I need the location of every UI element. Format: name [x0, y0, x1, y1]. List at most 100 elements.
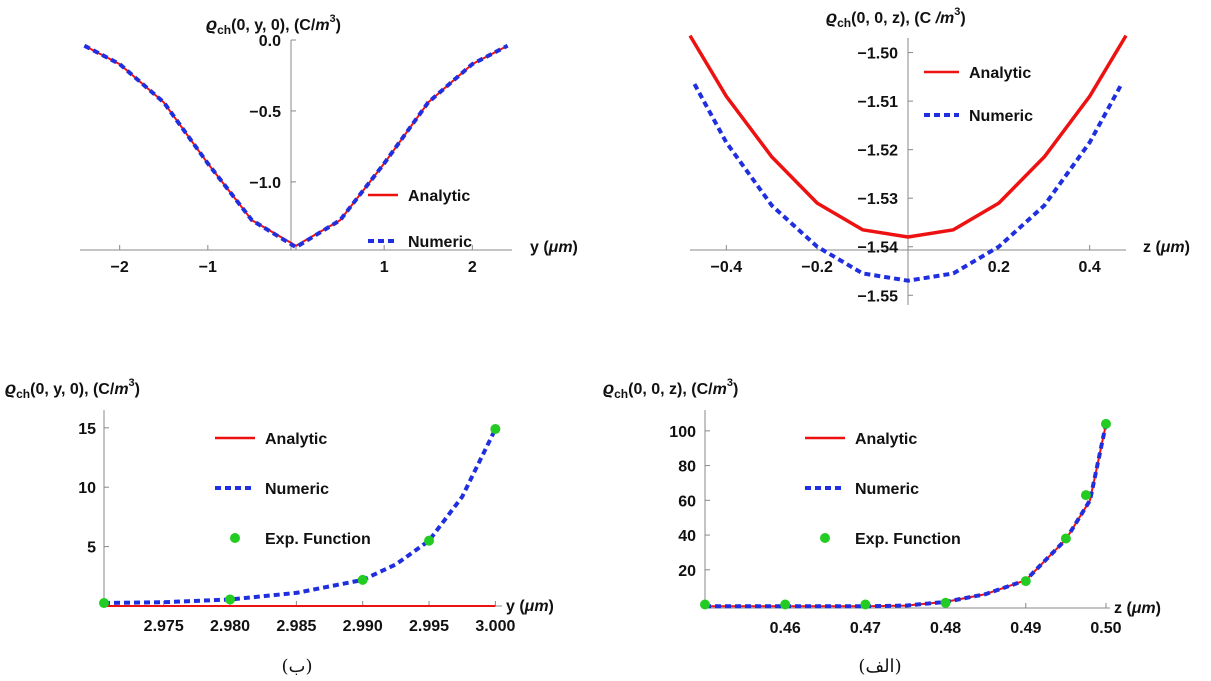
- plot-area: [688, 34, 1128, 283]
- x-tick-label: 0.2: [988, 259, 1010, 276]
- x-tick-label: 2.975: [144, 618, 184, 635]
- legend: Analytic Numeric: [368, 188, 472, 251]
- series-numeric-line: [705, 423, 1108, 609]
- y-label-unit: m: [114, 381, 128, 398]
- y-label-unit: m: [713, 381, 727, 398]
- y-label-close: ): [960, 10, 965, 27]
- y-label-subscript: ch: [16, 387, 30, 401]
- x-axis-label: y (μm): [530, 239, 578, 256]
- series-numeric-line: [83, 43, 509, 250]
- legend-label-numeric: Numeric: [265, 481, 329, 498]
- y-tick-label: 0.0: [259, 33, 281, 50]
- series-exp-function: [99, 424, 501, 609]
- y-tick-label: 20: [678, 563, 696, 580]
- plot-area: [700, 418, 1111, 610]
- y-label-symbol: ϱ: [206, 14, 217, 34]
- x-label-var: z (: [1114, 600, 1132, 617]
- legend: Analytic Numeric Exp. Function: [805, 431, 961, 548]
- y-axis-label: ϱch(0, y, 0), (C/m3): [5, 377, 140, 401]
- caption-left: (ب): [281, 656, 312, 677]
- series-analytic-line: [83, 44, 509, 247]
- x-axis-label: z (μm): [1143, 239, 1190, 256]
- x-tick-label: 0.46: [770, 620, 801, 637]
- y-label-close: ): [336, 17, 341, 34]
- y-tick-label: 5: [87, 540, 96, 557]
- x-label-close: ): [549, 598, 554, 615]
- y-label-symbol: ϱ: [826, 7, 837, 27]
- x-tick-label: −0.4: [711, 259, 743, 276]
- series-numeric-line: [692, 83, 1124, 283]
- y-tick-label: 15: [78, 421, 96, 438]
- x-tick-label: 0.48: [930, 620, 961, 637]
- y-tick-label: −1.54: [858, 240, 899, 257]
- x-tick-label: 0.49: [1010, 620, 1041, 637]
- legend-label-numeric: Numeric: [855, 481, 919, 498]
- caption-right: (الف): [858, 656, 901, 677]
- legend-swatch-exp-function: [230, 533, 240, 543]
- axes: 0.46 0.47 0.48 0.49 0.50 20 40 60 80 100: [669, 410, 1122, 637]
- y-label-subscript: ch: [837, 16, 851, 30]
- y-label-exponent: 3: [129, 377, 135, 389]
- x-tick-label: 2.980: [210, 618, 250, 635]
- legend-label-analytic: Analytic: [265, 431, 327, 448]
- chart-bottom-right: 0.46 0.47 0.48 0.49 0.50 20 40 60 80 100 ϱch(0, 0,…: [603, 377, 1161, 637]
- x-label-unit: μm: [1160, 239, 1185, 256]
- legend-label-analytic: Analytic: [969, 65, 1031, 82]
- y-label-args: (0, 0, z), (C/: [628, 381, 713, 398]
- x-tick-label: 2: [468, 259, 477, 276]
- y-tick-label: −1.53: [858, 191, 899, 208]
- legend-label-numeric: Numeric: [969, 108, 1033, 125]
- series-analytic-line: [705, 423, 1107, 608]
- legend-label-exp-function: Exp. Function: [855, 531, 961, 548]
- legend-swatch-exp-function: [820, 533, 830, 543]
- y-tick-label: −1.55: [858, 288, 899, 305]
- x-label-close: ): [1185, 239, 1190, 256]
- exp-function-point: [424, 535, 435, 546]
- x-label-var: y (: [506, 598, 525, 615]
- x-tick-label: 2.995: [409, 618, 449, 635]
- series-analytic-line: [688, 34, 1128, 239]
- x-label-unit: μm: [524, 598, 549, 615]
- x-tick-label: −1: [199, 259, 217, 276]
- plot-area: [83, 43, 509, 250]
- y-axis-label: ϱch(0, 0, z), (C/m3): [603, 377, 738, 401]
- y-tick-label: 100: [669, 424, 696, 441]
- x-label-close: ): [573, 239, 578, 256]
- exp-function-point: [357, 574, 368, 585]
- y-label-subscript: ch: [217, 23, 231, 37]
- y-tick-label: −1.0: [249, 175, 281, 192]
- legend-label-analytic: Analytic: [855, 431, 917, 448]
- exp-function-point: [940, 597, 951, 608]
- y-label-args: (0, 0, z), (C: [851, 10, 931, 27]
- exp-function-point: [1060, 533, 1071, 544]
- x-tick-label: 3.000: [475, 618, 515, 635]
- x-axis-label: z (μm): [1114, 600, 1161, 617]
- x-label-var: y (: [530, 239, 549, 256]
- y-tick-label: −1.50: [858, 46, 899, 63]
- x-label-close: ): [1156, 600, 1161, 617]
- exp-function-point: [225, 594, 236, 605]
- x-tick-label: 1: [380, 259, 389, 276]
- y-axis-label: ϱch(0, 0, z), (C /m3): [826, 6, 966, 30]
- x-axis-label: y (μm): [506, 598, 554, 615]
- exp-function-point: [490, 424, 501, 435]
- y-label-unit: m: [315, 17, 329, 34]
- exp-function-point: [1100, 418, 1111, 429]
- x-label-unit: μm: [1131, 600, 1156, 617]
- y-label-exponent: 3: [954, 6, 960, 18]
- chart-top-right: −0.4 −0.2 0.2 0.4 −1.50 −1.51 −1.52 −1.53 −1.54 −…: [688, 6, 1190, 305]
- y-axis-label: ϱch(0, y, 0), (C/m3): [206, 13, 341, 37]
- y-label-args: (0, y, 0), (C/: [30, 381, 115, 398]
- exp-function-point: [780, 599, 791, 610]
- legend: Analytic Numeric: [924, 65, 1033, 125]
- y-label-exponent: 3: [330, 13, 336, 25]
- axes: −0.4 −0.2 0.2 0.4 −1.50 −1.51 −1.52 −1.53 −1.54 −…: [690, 38, 1126, 305]
- y-label-close: ): [733, 381, 738, 398]
- x-tick-label: −2: [111, 259, 129, 276]
- exp-function-point: [1020, 576, 1031, 587]
- y-tick-label: −1.51: [858, 94, 899, 111]
- y-tick-label: 10: [78, 480, 96, 497]
